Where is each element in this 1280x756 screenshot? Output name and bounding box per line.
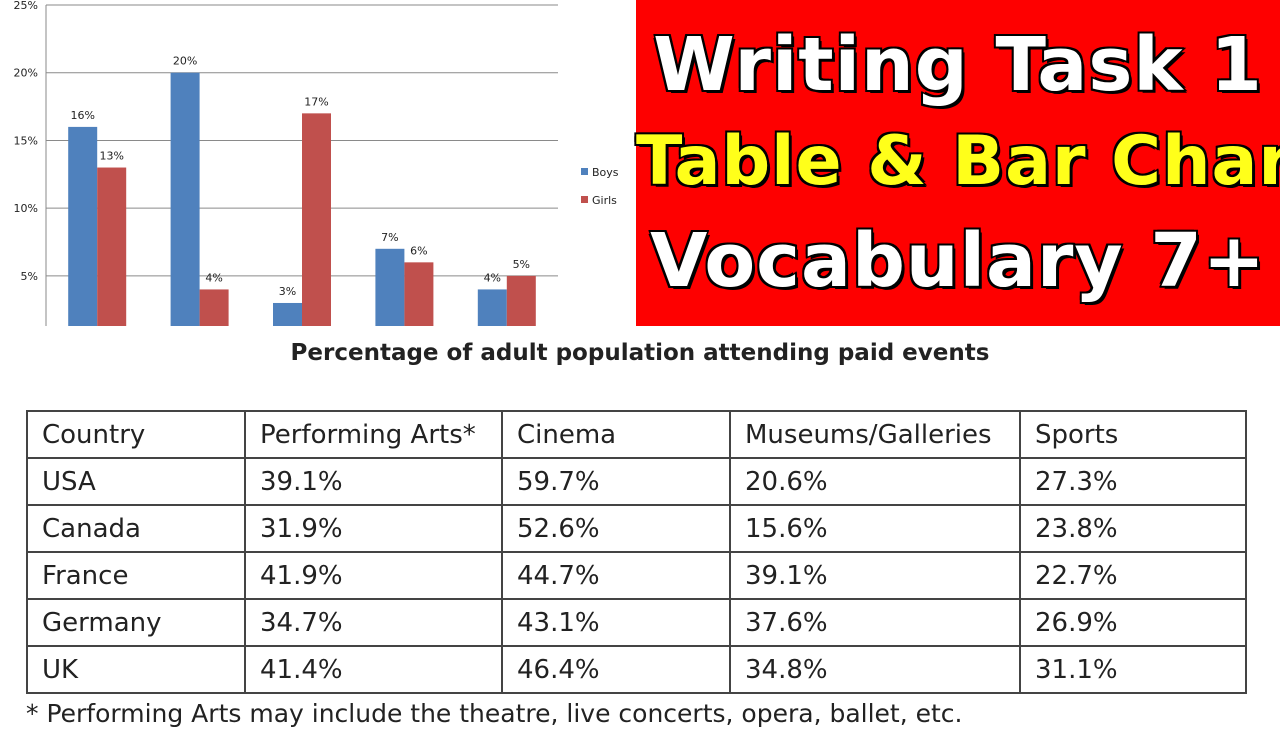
bar-boys [68,126,98,326]
table-cell: UK [26,645,246,694]
column-header: Museums/Galleries [729,410,1021,459]
table-title: Percentage of adult population attending… [290,340,990,366]
table-header-row: Country Performing Arts* Cinema Museums/… [26,410,1247,459]
table-row: France 41.9% 44.7% 39.1% 22.7% [26,551,1247,600]
table-cell: 37.6% [729,598,1021,647]
column-header: Performing Arts* [244,410,503,459]
legend-swatch [581,168,588,175]
column-header: Cinema [501,410,731,459]
bar-girls [199,289,229,326]
legend-label: Boys [592,166,619,179]
bar-chart-svg: 5% 10% 15% 20% 25% 16% 20% 3% 7% 4% 13% 4% 17% 6% 5% Bo… [14,0,619,326]
bar-boys [375,248,405,326]
table-cell: 20.6% [729,457,1021,506]
data-table: Country Performing Arts* Cinema Museums/… [26,410,1247,694]
table-cell: 26.9% [1019,598,1247,647]
bar-boys [170,72,200,326]
data-label: 4% [205,271,222,284]
bar-chart: 5% 10% 15% 20% 25% 16% 20% 3% 7% 4% 13% 4% 17% 6% 5% Bo… [0,0,636,326]
table-cell: 27.3% [1019,457,1247,506]
data-label: 20% [173,55,197,68]
bar-girls [404,262,434,326]
table-cell: 31.9% [244,504,503,553]
table-cell: 44.7% [501,551,731,600]
table-cell: 34.7% [244,598,503,647]
data-label: 6% [410,244,427,257]
table-cell: 22.7% [1019,551,1247,600]
table-cell: 41.9% [244,551,503,600]
y-tick-label: 5% [21,270,38,283]
table-cell: 31.1% [1019,645,1247,694]
legend-swatch [581,196,588,203]
table-cell: France [26,551,246,600]
bar-girls [506,275,536,326]
table-cell: USA [26,457,246,506]
table-cell: Canada [26,504,246,553]
banner-title-line-2: Table & Bar Chart [635,121,1280,203]
table-cell: 39.1% [729,551,1021,600]
data-label: 7% [381,231,398,244]
y-tick-label: 15% [14,134,38,147]
table-row: Canada 31.9% 52.6% 15.6% 23.8% [26,504,1247,553]
bar-girls [302,113,331,326]
table-footnote: * Performing Arts may include the theatr… [26,699,963,728]
table-row: Germany 34.7% 43.1% 37.6% 26.9% [26,598,1247,647]
table-cell: 43.1% [501,598,731,647]
bar-boys [477,289,507,326]
legend-label: Girls [592,194,617,207]
bar-boys [273,302,302,326]
banner-title-line-1: Writing Task 1 [652,21,1264,110]
table-cell: 34.8% [729,645,1021,694]
data-label: 3% [279,285,296,298]
title-banner: Writing Task 1 Table & Bar Chart Vocabul… [635,0,1280,326]
table-cell: 46.4% [501,645,731,694]
bar-girls [97,167,127,326]
y-tick-label: 10% [14,202,38,215]
table-cell: 59.7% [501,457,731,506]
table-cell: 23.8% [1019,504,1247,553]
table-cell: 15.6% [729,504,1021,553]
table-cell: 52.6% [501,504,731,553]
table-cell: Germany [26,598,246,647]
column-header: Sports [1019,410,1247,459]
column-header: Country [26,410,246,459]
table-cell: 41.4% [244,645,503,694]
y-tick-label: 20% [14,67,38,80]
y-tick-label: 25% [14,0,38,12]
table-cell: 39.1% [244,457,503,506]
data-label: 4% [484,271,501,284]
table-row: UK 41.4% 46.4% 34.8% 31.1% [26,645,1247,694]
table-row: USA 39.1% 59.7% 20.6% 27.3% [26,457,1247,506]
data-label: 17% [304,95,328,108]
data-label: 16% [70,109,94,122]
data-label: 5% [513,258,530,271]
banner-title-line-3: Vocabulary 7+ [649,217,1267,306]
data-label: 13% [99,150,123,163]
